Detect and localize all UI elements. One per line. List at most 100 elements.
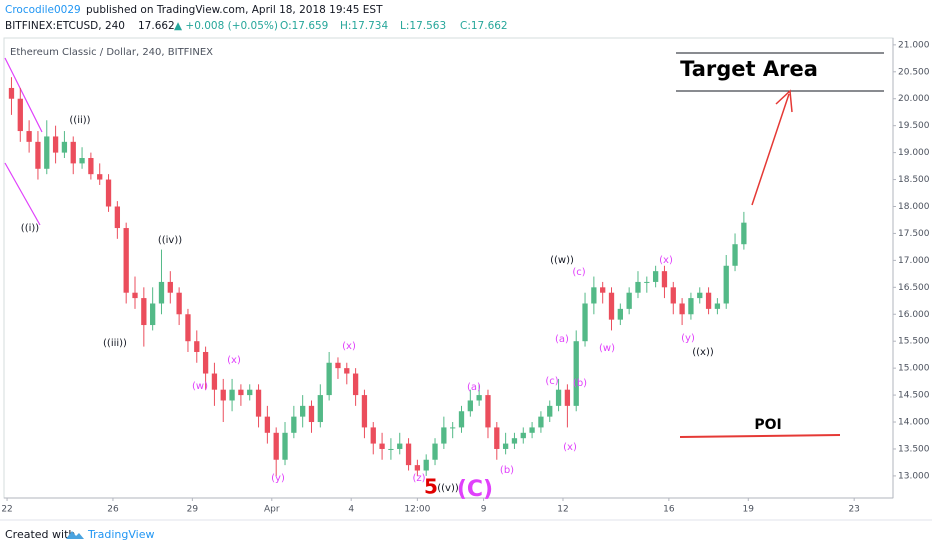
footer-brand[interactable]: TradingView xyxy=(87,528,154,541)
x-tick-label: Apr xyxy=(264,505,280,515)
candle-body xyxy=(467,400,473,412)
wave-label: (C) xyxy=(457,477,493,502)
author-link[interactable]: Crocodile0029 xyxy=(5,4,81,16)
candle-body xyxy=(502,443,509,449)
wave-label: (c) xyxy=(545,376,558,387)
candle-body xyxy=(247,389,253,396)
y-tick-label: 17.500 xyxy=(898,229,930,239)
candle-body xyxy=(379,443,385,449)
candle-body xyxy=(423,459,429,471)
wave-label: ((iii)) xyxy=(103,338,127,349)
candle-body xyxy=(185,314,191,342)
candle-body xyxy=(202,351,209,374)
candle-body xyxy=(291,416,297,433)
candle-body xyxy=(697,292,703,299)
candle-body xyxy=(326,362,332,396)
x-tick-label: 16 xyxy=(663,505,675,515)
wave-label: (w) xyxy=(192,381,208,392)
y-tick-label: 16.500 xyxy=(898,283,930,293)
price-change: ▲ +0.008 (+0.05%) xyxy=(174,20,278,32)
x-tick-label: 19 xyxy=(743,505,755,515)
wave-label: ((w)) xyxy=(550,255,574,266)
y-tick-label: 13.000 xyxy=(898,471,930,481)
candle-body xyxy=(97,174,103,180)
y-tick-label: 17.000 xyxy=(898,256,930,266)
wave-label: (x) xyxy=(563,442,577,453)
candle-body xyxy=(564,389,571,406)
y-tick-label: 13.500 xyxy=(898,444,930,454)
x-tick-label: 29 xyxy=(187,505,199,515)
candle-body xyxy=(547,405,553,417)
y-tick-label: 15.000 xyxy=(898,364,930,374)
wave-label: (b) xyxy=(500,465,514,476)
y-tick-label: 19.500 xyxy=(898,121,930,131)
ohlc-open: O:17.659 xyxy=(280,20,328,32)
candle-body xyxy=(705,292,712,309)
candle-body xyxy=(450,427,456,429)
ohlc-close: C:17.662 xyxy=(460,20,508,32)
y-tick-label: 18.000 xyxy=(898,202,930,212)
candle-body xyxy=(732,244,738,266)
candle-body xyxy=(17,98,23,132)
wave-label: Target Area xyxy=(680,57,818,81)
candle-body xyxy=(688,298,694,315)
candle-body xyxy=(617,308,623,320)
ohlc-low: L:17.563 xyxy=(400,20,446,32)
candle-body xyxy=(264,416,271,433)
candle-body xyxy=(485,395,491,428)
wave-label: ((iv)) xyxy=(158,235,182,246)
chart-pane xyxy=(3,37,894,499)
wave-label: (b) xyxy=(573,378,587,389)
candle-body xyxy=(670,287,676,304)
candle-body xyxy=(26,131,32,142)
candle-body xyxy=(432,443,438,460)
candle-body xyxy=(167,281,173,293)
y-tick-label: 18.500 xyxy=(898,175,930,185)
y-tick-label: 20.500 xyxy=(898,67,930,77)
y-tick-label: 16.000 xyxy=(898,310,930,320)
arrow-shaft xyxy=(751,93,790,206)
tradingview-logo xyxy=(66,531,84,539)
candle-body xyxy=(370,427,376,444)
candle-body xyxy=(679,303,685,315)
symbol: BITFINEX:ETCUSD, 240 xyxy=(5,20,125,32)
chart-title: Ethereum Classic / Dollar, 240, BITFINEX xyxy=(10,47,213,58)
drawings xyxy=(4,52,884,438)
wave-label: (x) xyxy=(342,341,356,352)
candle-body xyxy=(555,389,562,406)
candle-body xyxy=(511,438,518,444)
candle-body xyxy=(635,281,641,293)
wave-label: (w) xyxy=(599,343,615,354)
wave-label: (a) xyxy=(467,382,481,393)
wave-label: (z) xyxy=(412,473,425,484)
candle-body xyxy=(52,136,59,153)
last-price: 17.662 xyxy=(138,20,175,32)
candle-body xyxy=(211,373,218,390)
candle-body xyxy=(723,265,729,304)
candle-body xyxy=(397,443,403,449)
wave-label: (x) xyxy=(659,255,673,266)
candle-body xyxy=(79,158,85,164)
candle-body xyxy=(600,287,606,293)
candle-body xyxy=(61,141,68,153)
candle-body xyxy=(344,368,350,374)
candle-body xyxy=(591,287,597,304)
candle-body xyxy=(105,179,112,207)
candle-body xyxy=(458,411,465,428)
candle-body xyxy=(317,395,323,423)
candle-body xyxy=(238,389,244,396)
y-tick-label: 20.000 xyxy=(898,94,930,104)
candle-body xyxy=(282,432,288,460)
wave-label: 5 xyxy=(424,475,438,499)
candle-body xyxy=(441,427,447,444)
y-tick-label: 15.500 xyxy=(898,337,930,347)
candle-body xyxy=(44,136,50,169)
candle-body xyxy=(335,362,341,369)
candle-body xyxy=(132,292,138,299)
candle-body xyxy=(255,389,262,417)
x-tick-label: 4 xyxy=(348,505,354,515)
wave-label: (y) xyxy=(271,473,285,484)
trend-line xyxy=(4,57,43,133)
